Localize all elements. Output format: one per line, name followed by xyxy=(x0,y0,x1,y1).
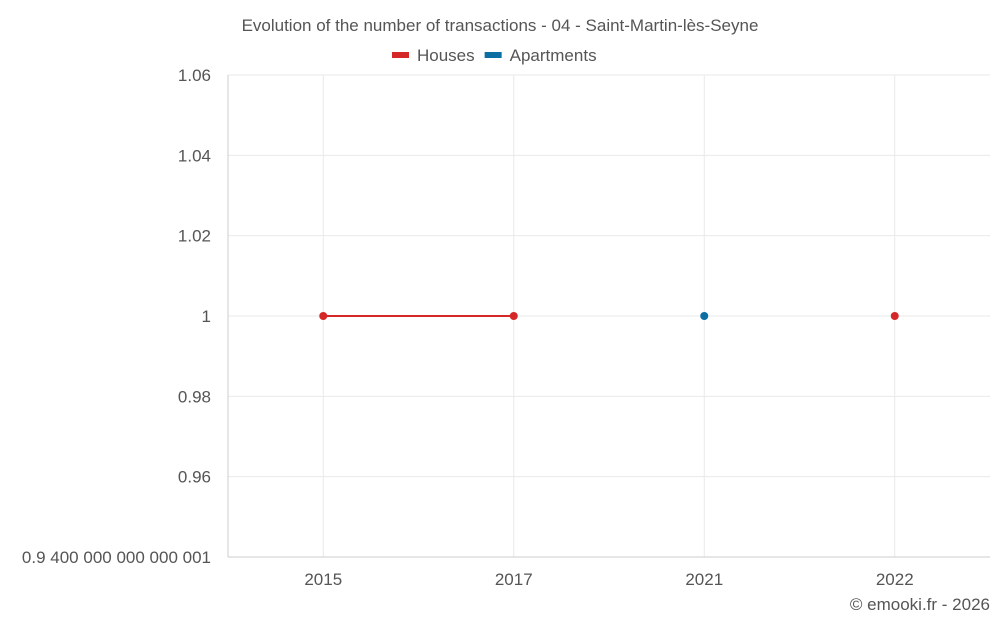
y-tick-label: 1.02 xyxy=(178,227,211,246)
y-tick-label: 0.98 xyxy=(178,387,211,406)
legend-swatch-apartments xyxy=(484,52,502,58)
series-points xyxy=(319,312,899,320)
legend-label-apartments[interactable]: Apartments xyxy=(510,46,597,65)
y-tick-label: 0.96 xyxy=(178,468,211,487)
y-tick-label: 1 xyxy=(202,307,211,326)
y-tick-label: 1.04 xyxy=(178,146,211,165)
credit-text: © emooki.fr - 2026 xyxy=(850,595,990,614)
x-tick-label: 2022 xyxy=(876,570,914,589)
y-tick-label: 1.06 xyxy=(178,66,211,85)
x-tick-label: 2017 xyxy=(495,570,533,589)
data-point-houses[interactable] xyxy=(509,312,518,320)
legend-label-houses[interactable]: Houses xyxy=(417,46,475,65)
data-point-apartments[interactable] xyxy=(700,312,709,320)
chart-title: Evolution of the number of transactions … xyxy=(242,16,759,35)
x-tick-label: 2015 xyxy=(304,570,342,589)
legend: Houses Apartments xyxy=(392,46,597,65)
axes: 0.9 400 000 000 000 001 0.96 0.98 1 1.02 1.04… xyxy=(22,66,990,589)
legend-swatch-houses xyxy=(392,52,409,58)
data-point-houses[interactable] xyxy=(319,312,328,320)
y-tick-label: 0.9 400 000 000 000 001 xyxy=(22,548,211,567)
x-tick-label: 2021 xyxy=(685,570,723,589)
data-point-houses[interactable] xyxy=(890,312,899,320)
